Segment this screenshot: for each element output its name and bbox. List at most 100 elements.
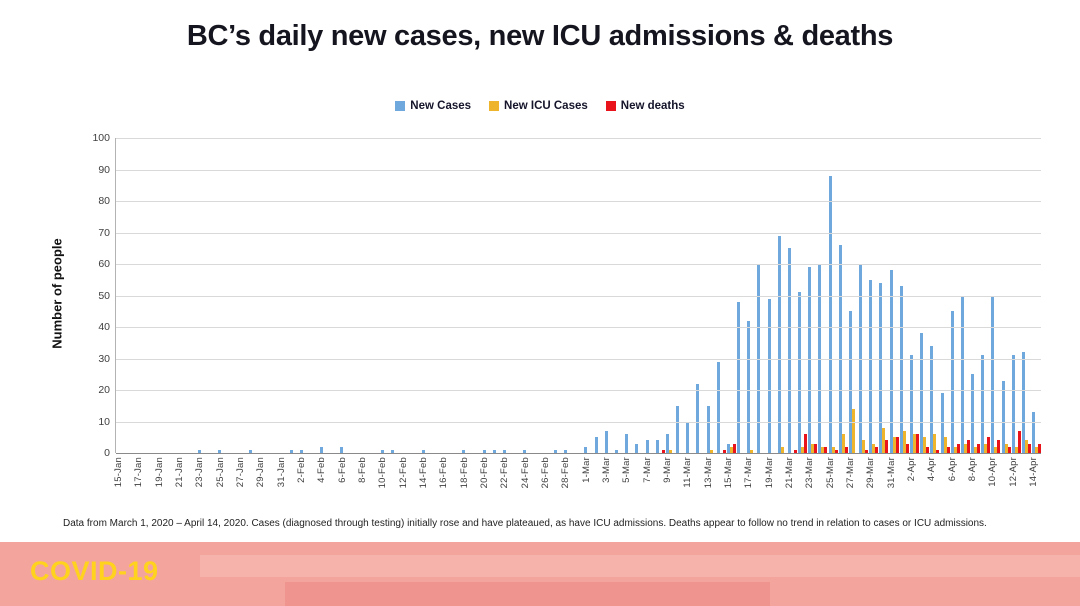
gridline [116, 421, 1041, 423]
bar-group [716, 138, 726, 453]
bar-group [777, 138, 787, 453]
bar [834, 449, 838, 453]
bar [777, 235, 781, 453]
bar-group [645, 138, 655, 453]
x-axis-line [116, 453, 1041, 454]
covid-19-label: COVID-19 [30, 556, 159, 586]
bar-group [553, 138, 563, 453]
x-tick-label: 28-Feb [560, 457, 572, 489]
x-tick-label: 22-Feb [499, 457, 511, 489]
bar [1032, 412, 1036, 453]
bar [946, 446, 950, 453]
bar [665, 434, 669, 453]
bar-group [503, 138, 513, 453]
x-tick-label: 14-Feb [418, 457, 430, 489]
bar-group [594, 138, 604, 453]
new-cases-swatch-icon [395, 101, 406, 111]
x-tick-label: 24-Feb [519, 457, 531, 489]
bar [625, 434, 629, 453]
bar [966, 440, 970, 453]
bar-group [981, 138, 991, 453]
bar [523, 449, 527, 453]
x-tick-label: 4-Feb [316, 457, 328, 483]
bar [862, 440, 866, 453]
gridline [116, 169, 1041, 171]
bar [767, 298, 771, 453]
bar [655, 440, 659, 453]
bar [923, 437, 927, 453]
bar [885, 440, 889, 453]
bar-group [197, 138, 207, 453]
bar-group [340, 138, 350, 453]
bar-group [787, 138, 797, 453]
bar [869, 279, 873, 453]
bar [872, 443, 876, 453]
bar [875, 446, 879, 453]
bar-group [950, 138, 960, 453]
bar-group [940, 138, 950, 453]
bar [963, 443, 967, 453]
bar-group [798, 138, 808, 453]
bar [340, 446, 344, 453]
bar-group [604, 138, 614, 453]
bar [933, 434, 937, 453]
y-tick-label: 80 [98, 195, 110, 207]
x-tick-label: 25-Mar [824, 457, 836, 489]
bar-group [635, 138, 645, 453]
bar-group [736, 138, 746, 453]
bar-group [726, 138, 736, 453]
bar [912, 434, 916, 453]
gridline [116, 138, 1041, 139]
gridline [116, 358, 1041, 360]
x-tick-label: 23-Jan [194, 457, 206, 488]
x-tick-label: 15-Mar [722, 457, 734, 489]
y-tick-label: 50 [98, 289, 110, 302]
bar [716, 361, 720, 453]
bar [1007, 446, 1011, 453]
bar [811, 443, 815, 453]
banner-highlight-band [200, 555, 1080, 577]
bar [1011, 355, 1015, 453]
banner-inner-rect [285, 582, 770, 606]
bar-group [391, 138, 401, 453]
y-tick-label: 70 [98, 226, 110, 239]
x-tick-label: 12-Apr [1007, 457, 1019, 487]
x-tick-label: 2-Apr [905, 457, 917, 482]
bar [564, 449, 568, 453]
chart-area: Number of people 0 10 20 30 40 50 60 70 80 90 100 … [0, 128, 1080, 488]
x-tick-label: 23-Mar [804, 457, 816, 489]
bar [1017, 430, 1021, 453]
bar [930, 345, 934, 453]
chart-title: BC’s daily new cases, new ICU admissions… [186, 20, 894, 52]
bar-group [930, 138, 940, 453]
bar-group [584, 138, 594, 453]
bar [824, 446, 828, 453]
x-tick-label: 9-Mar [661, 457, 673, 483]
bar-group [482, 138, 492, 453]
bar-group [665, 138, 675, 453]
bar [940, 393, 944, 453]
x-tick-label: 25-Jan [214, 457, 226, 488]
bar-group [767, 138, 777, 453]
x-tick-label: 1-Mar [580, 457, 592, 483]
bar-group [248, 138, 258, 453]
bar [915, 434, 919, 453]
bar [838, 245, 842, 453]
bar [895, 437, 899, 453]
bar-group [1021, 138, 1031, 453]
bar [299, 449, 303, 453]
bar [971, 374, 975, 453]
legend-label-new-deaths: New deaths [620, 100, 685, 112]
gridline [116, 327, 1041, 328]
bar [584, 446, 588, 453]
bar [997, 440, 1001, 453]
bar [1027, 443, 1031, 453]
bar-group [319, 138, 329, 453]
bar [421, 449, 425, 453]
bar-group [625, 138, 635, 453]
bar-group [686, 138, 696, 453]
gridline [116, 390, 1041, 391]
bar [722, 449, 726, 453]
bar [987, 437, 991, 453]
